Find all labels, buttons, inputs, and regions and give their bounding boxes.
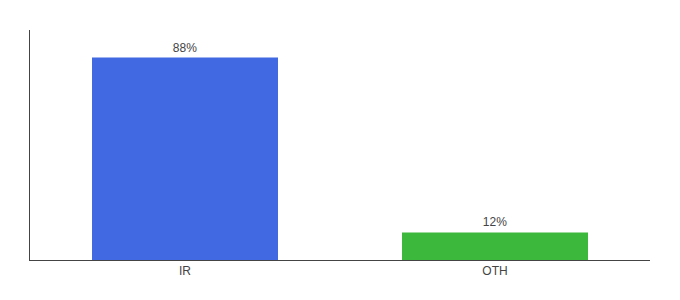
svg-text:12%: 12%	[483, 215, 507, 229]
svg-text:88%: 88%	[173, 41, 197, 55]
svg-text:IR: IR	[179, 264, 191, 278]
svg-text:OTH: OTH	[482, 264, 507, 278]
